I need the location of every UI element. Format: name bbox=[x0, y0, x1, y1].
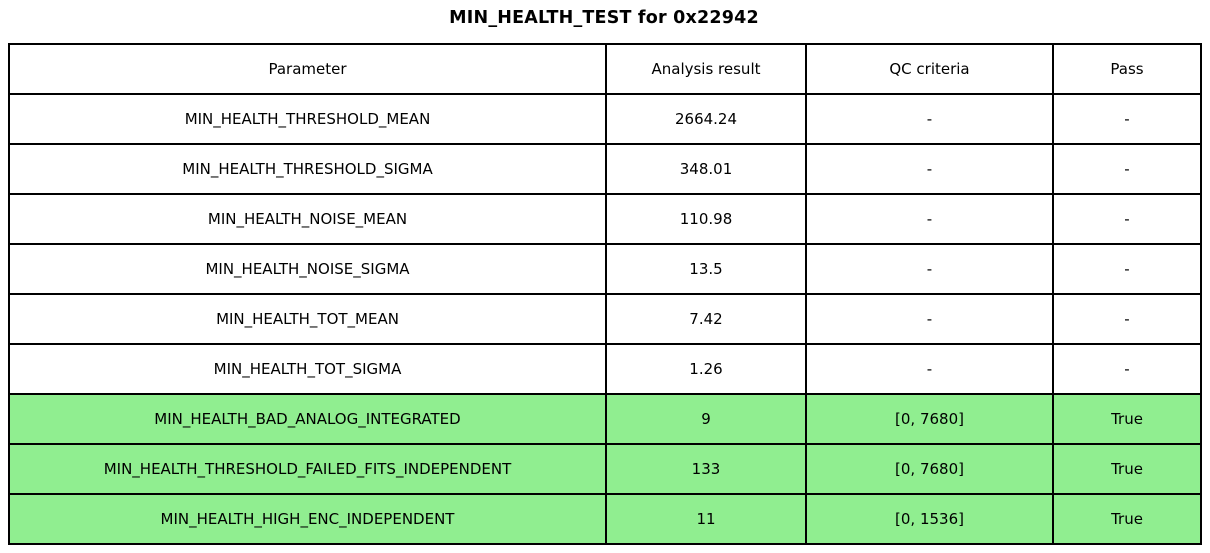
table-row: MIN_HEALTH_TOT_MEAN 7.42 - - bbox=[8, 293, 1202, 345]
cell-qc-criteria: [0, 7680] bbox=[805, 443, 1054, 495]
cell-qc-criteria: - bbox=[805, 243, 1054, 295]
cell-pass: - bbox=[1052, 293, 1202, 345]
cell-pass: True bbox=[1052, 493, 1202, 545]
cell-pass: - bbox=[1052, 93, 1202, 145]
column-header-qc-criteria: QC criteria bbox=[805, 43, 1054, 95]
page-title: MIN_HEALTH_TEST for 0x22942 bbox=[449, 8, 759, 28]
cell-pass: - bbox=[1052, 193, 1202, 245]
cell-analysis-result: 133 bbox=[605, 443, 807, 495]
table-row: MIN_HEALTH_NOISE_SIGMA 13.5 - - bbox=[8, 243, 1202, 295]
cell-pass: - bbox=[1052, 243, 1202, 295]
cell-parameter: MIN_HEALTH_NOISE_SIGMA bbox=[8, 243, 607, 295]
table-body: MIN_HEALTH_THRESHOLD_MEAN 2664.24 - - MI… bbox=[8, 93, 1202, 545]
cell-analysis-result: 348.01 bbox=[605, 143, 807, 195]
column-header-pass: Pass bbox=[1052, 43, 1202, 95]
table-row: MIN_HEALTH_THRESHOLD_MEAN 2664.24 - - bbox=[8, 93, 1202, 145]
cell-parameter: MIN_HEALTH_TOT_MEAN bbox=[8, 293, 607, 345]
cell-analysis-result: 9 bbox=[605, 393, 807, 445]
cell-analysis-result: 7.42 bbox=[605, 293, 807, 345]
cell-parameter: MIN_HEALTH_HIGH_ENC_INDEPENDENT bbox=[8, 493, 607, 545]
table-row: MIN_HEALTH_BAD_ANALOG_INTEGRATED 9 [0, 7… bbox=[8, 393, 1202, 445]
cell-pass: True bbox=[1052, 393, 1202, 445]
table-header: Parameter Analysis result QC criteria Pa… bbox=[8, 43, 1202, 95]
cell-qc-criteria: - bbox=[805, 293, 1054, 345]
cell-qc-criteria: - bbox=[805, 343, 1054, 395]
table-row: MIN_HEALTH_THRESHOLD_FAILED_FITS_INDEPEN… bbox=[8, 443, 1202, 495]
cell-parameter: MIN_HEALTH_TOT_SIGMA bbox=[8, 343, 607, 395]
table-row: MIN_HEALTH_TOT_SIGMA 1.26 - - bbox=[8, 343, 1202, 395]
table-row: MIN_HEALTH_THRESHOLD_SIGMA 348.01 - - bbox=[8, 143, 1202, 195]
header-row: Parameter Analysis result QC criteria Pa… bbox=[8, 43, 1202, 95]
table-row: MIN_HEALTH_NOISE_MEAN 110.98 - - bbox=[8, 193, 1202, 245]
cell-parameter: MIN_HEALTH_BAD_ANALOG_INTEGRATED bbox=[8, 393, 607, 445]
cell-qc-criteria: [0, 7680] bbox=[805, 393, 1054, 445]
cell-parameter: MIN_HEALTH_NOISE_MEAN bbox=[8, 193, 607, 245]
cell-analysis-result: 13.5 bbox=[605, 243, 807, 295]
cell-parameter: MIN_HEALTH_THRESHOLD_MEAN bbox=[8, 93, 607, 145]
cell-qc-criteria: - bbox=[805, 143, 1054, 195]
cell-pass: - bbox=[1052, 343, 1202, 395]
cell-analysis-result: 11 bbox=[605, 493, 807, 545]
column-header-analysis-result: Analysis result bbox=[605, 43, 807, 95]
cell-qc-criteria: - bbox=[805, 93, 1054, 145]
cell-parameter: MIN_HEALTH_THRESHOLD_FAILED_FITS_INDEPEN… bbox=[8, 443, 607, 495]
cell-analysis-result: 1.26 bbox=[605, 343, 807, 395]
cell-analysis-result: 110.98 bbox=[605, 193, 807, 245]
cell-qc-criteria: [0, 1536] bbox=[805, 493, 1054, 545]
table-row: MIN_HEALTH_HIGH_ENC_INDEPENDENT 11 [0, 1… bbox=[8, 493, 1202, 545]
cell-analysis-result: 2664.24 bbox=[605, 93, 807, 145]
cell-pass: True bbox=[1052, 443, 1202, 495]
cell-parameter: MIN_HEALTH_THRESHOLD_SIGMA bbox=[8, 143, 607, 195]
qc-results-table: Parameter Analysis result QC criteria Pa… bbox=[8, 43, 1202, 545]
column-header-parameter: Parameter bbox=[8, 43, 607, 95]
cell-qc-criteria: - bbox=[805, 193, 1054, 245]
cell-pass: - bbox=[1052, 143, 1202, 195]
